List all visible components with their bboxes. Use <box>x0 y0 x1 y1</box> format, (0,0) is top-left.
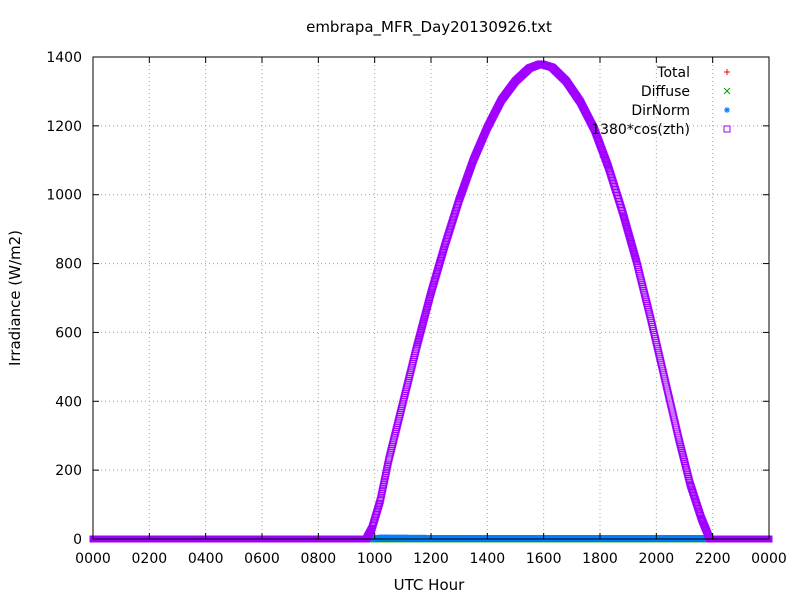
chart-title: embrapa_MFR_Day20130926.txt <box>306 18 552 37</box>
